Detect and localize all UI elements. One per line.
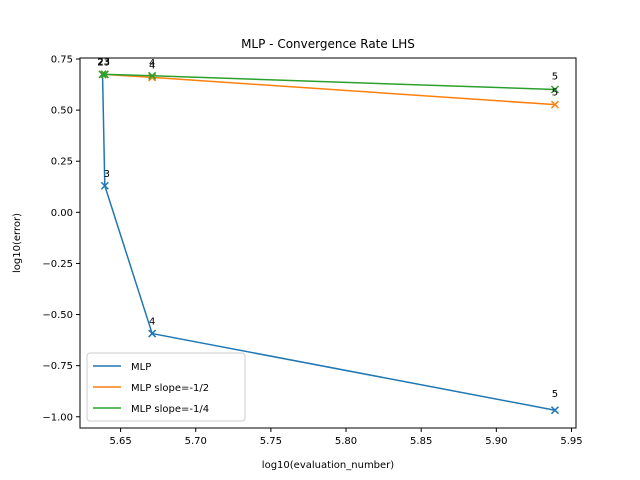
y-tick-label: −0.25	[42, 259, 73, 270]
series-0-marker	[148, 329, 157, 338]
point-label: 2	[97, 57, 103, 68]
y-axis-label: log10(error)	[12, 213, 23, 273]
x-axis-label: log10(evaluation_number)	[262, 460, 394, 471]
marker-stroke	[148, 329, 157, 338]
x-tick-label: 5.90	[485, 436, 507, 447]
legend-box	[86, 352, 246, 422]
series-layer	[98, 70, 559, 415]
point-label: 4	[149, 60, 155, 71]
x-tick-label: 5.95	[560, 436, 582, 447]
marker-stroke	[148, 71, 157, 80]
y-axis-ticks: −1.00 −0.75 −0.50 −0.25 0.00 0.25 0.50 0.75	[42, 55, 80, 423]
series-2-marker	[98, 70, 107, 79]
point-label: 4	[149, 317, 155, 328]
series-1-marker	[550, 100, 559, 109]
point-label: 5	[552, 88, 558, 99]
point-label: 3	[104, 169, 110, 180]
point-label: 3	[104, 56, 110, 67]
y-tick-label: 0.25	[51, 157, 73, 168]
x-tick-label: 5.65	[109, 436, 131, 447]
legend-entry-0: MLP	[131, 362, 151, 373]
y-tick-label: 0.75	[51, 55, 73, 66]
marker-stroke	[100, 70, 109, 79]
y-tick-label: −0.50	[42, 310, 73, 321]
series-2-marker	[100, 70, 109, 79]
series-line-2	[102, 73, 555, 91]
chart-title: MLP - Convergence Rate LHS	[241, 37, 415, 51]
marker-stroke	[550, 100, 559, 109]
legend: MLP MLP slope=-1/2 MLP slope=-1/4	[86, 352, 246, 422]
legend-entry-2: MLP slope=-1/4	[131, 404, 209, 415]
x-tick-label: 5.75	[260, 436, 282, 447]
plot-area-frame	[79, 57, 577, 429]
x-tick-label: 5.80	[335, 436, 357, 447]
series-line-0	[101, 74, 556, 411]
legend-entry-1: MLP slope=-1/2	[131, 383, 209, 394]
series-0-marker	[100, 181, 109, 190]
point-label: 2	[97, 56, 103, 67]
marker-stroke	[148, 73, 157, 82]
x-axis-ticks: 5.65 5.70 5.75 5.80 5.85 5.90 5.95	[109, 428, 583, 447]
point-label: 3	[104, 57, 110, 68]
marker-stroke	[550, 406, 559, 415]
y-tick-label: 0.00	[51, 208, 73, 219]
series-0-marker	[550, 406, 559, 415]
series-line-1	[102, 73, 556, 106]
y-tick-label: −1.00	[42, 412, 73, 423]
point-label: 4	[149, 58, 155, 69]
marker-stroke	[550, 85, 559, 94]
point-label: 5	[552, 389, 558, 400]
point-label: 2	[97, 57, 103, 68]
y-tick-label: −0.75	[42, 361, 73, 372]
series-2-marker	[550, 85, 559, 94]
series-2-marker	[148, 71, 157, 80]
x-tick-label: 5.70	[185, 436, 207, 447]
marker-stroke	[98, 70, 107, 79]
x-tick-label: 5.85	[410, 436, 432, 447]
y-tick-label: 0.50	[51, 106, 73, 117]
marker-stroke	[100, 181, 109, 190]
point-label: 5	[552, 71, 558, 82]
